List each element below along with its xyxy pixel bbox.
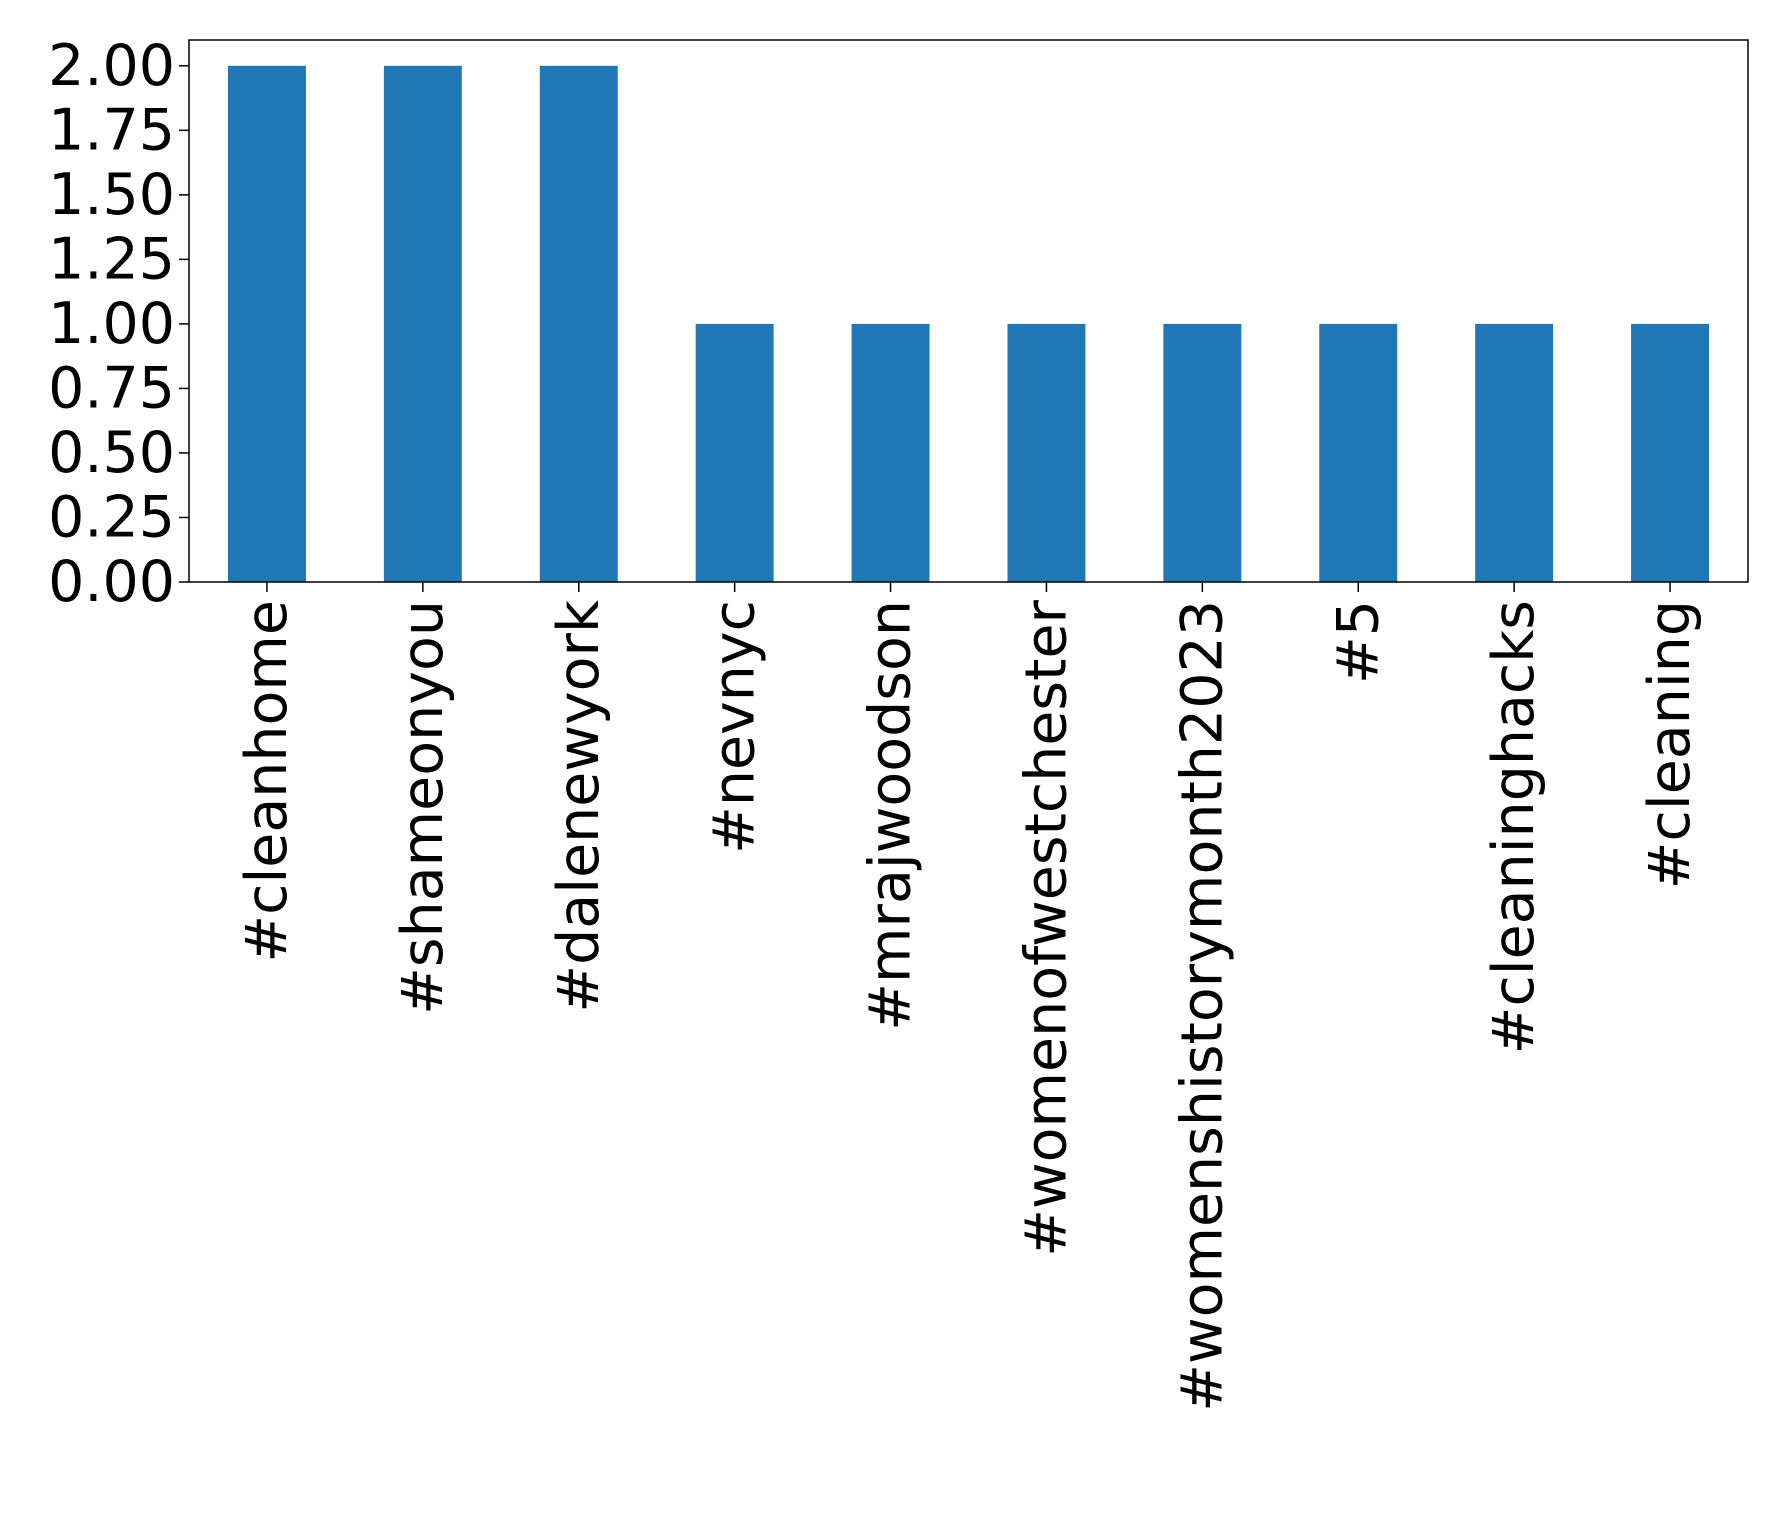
x-tick-label: #cleaning — [1637, 600, 1703, 889]
bar — [383, 65, 462, 583]
y-tick-label: 1.00 — [48, 291, 175, 357]
y-tick-label: 1.25 — [48, 226, 175, 292]
x-tick-label: #shameonyou — [390, 600, 456, 1015]
y-tick-label: 0.50 — [48, 420, 175, 486]
plot-frame — [188, 39, 1749, 583]
y-tick-label: 2.00 — [48, 33, 175, 99]
bar — [1631, 323, 1710, 582]
y-tick-label: 1.75 — [48, 97, 175, 163]
x-tick-label: #womenshistorymonth2023 — [1169, 600, 1235, 1412]
y-tick-label: 0.00 — [48, 549, 175, 615]
y-tick-label: 1.50 — [48, 162, 175, 228]
x-tick-label: #dalenewyork — [546, 600, 612, 1013]
x-tick-label: #nevnyc — [702, 600, 768, 854]
x-tick-label: #womenofwestchester — [1013, 599, 1079, 1256]
bar — [1319, 323, 1398, 582]
x-tick-label: #cleaninghacks — [1481, 600, 1547, 1054]
bar — [1475, 323, 1554, 582]
bar — [1007, 323, 1086, 582]
bar — [1163, 323, 1242, 582]
bar — [539, 65, 618, 583]
x-tick-label: #5 — [1325, 600, 1391, 684]
bar — [227, 65, 306, 583]
y-tick-label: 0.75 — [48, 355, 175, 421]
bar — [851, 323, 930, 582]
x-tick-label: #mrajwoodson — [858, 600, 924, 1031]
bar — [695, 323, 774, 582]
y-tick-label: 0.25 — [48, 484, 175, 550]
x-tick-label: #cleanhome — [234, 600, 300, 963]
